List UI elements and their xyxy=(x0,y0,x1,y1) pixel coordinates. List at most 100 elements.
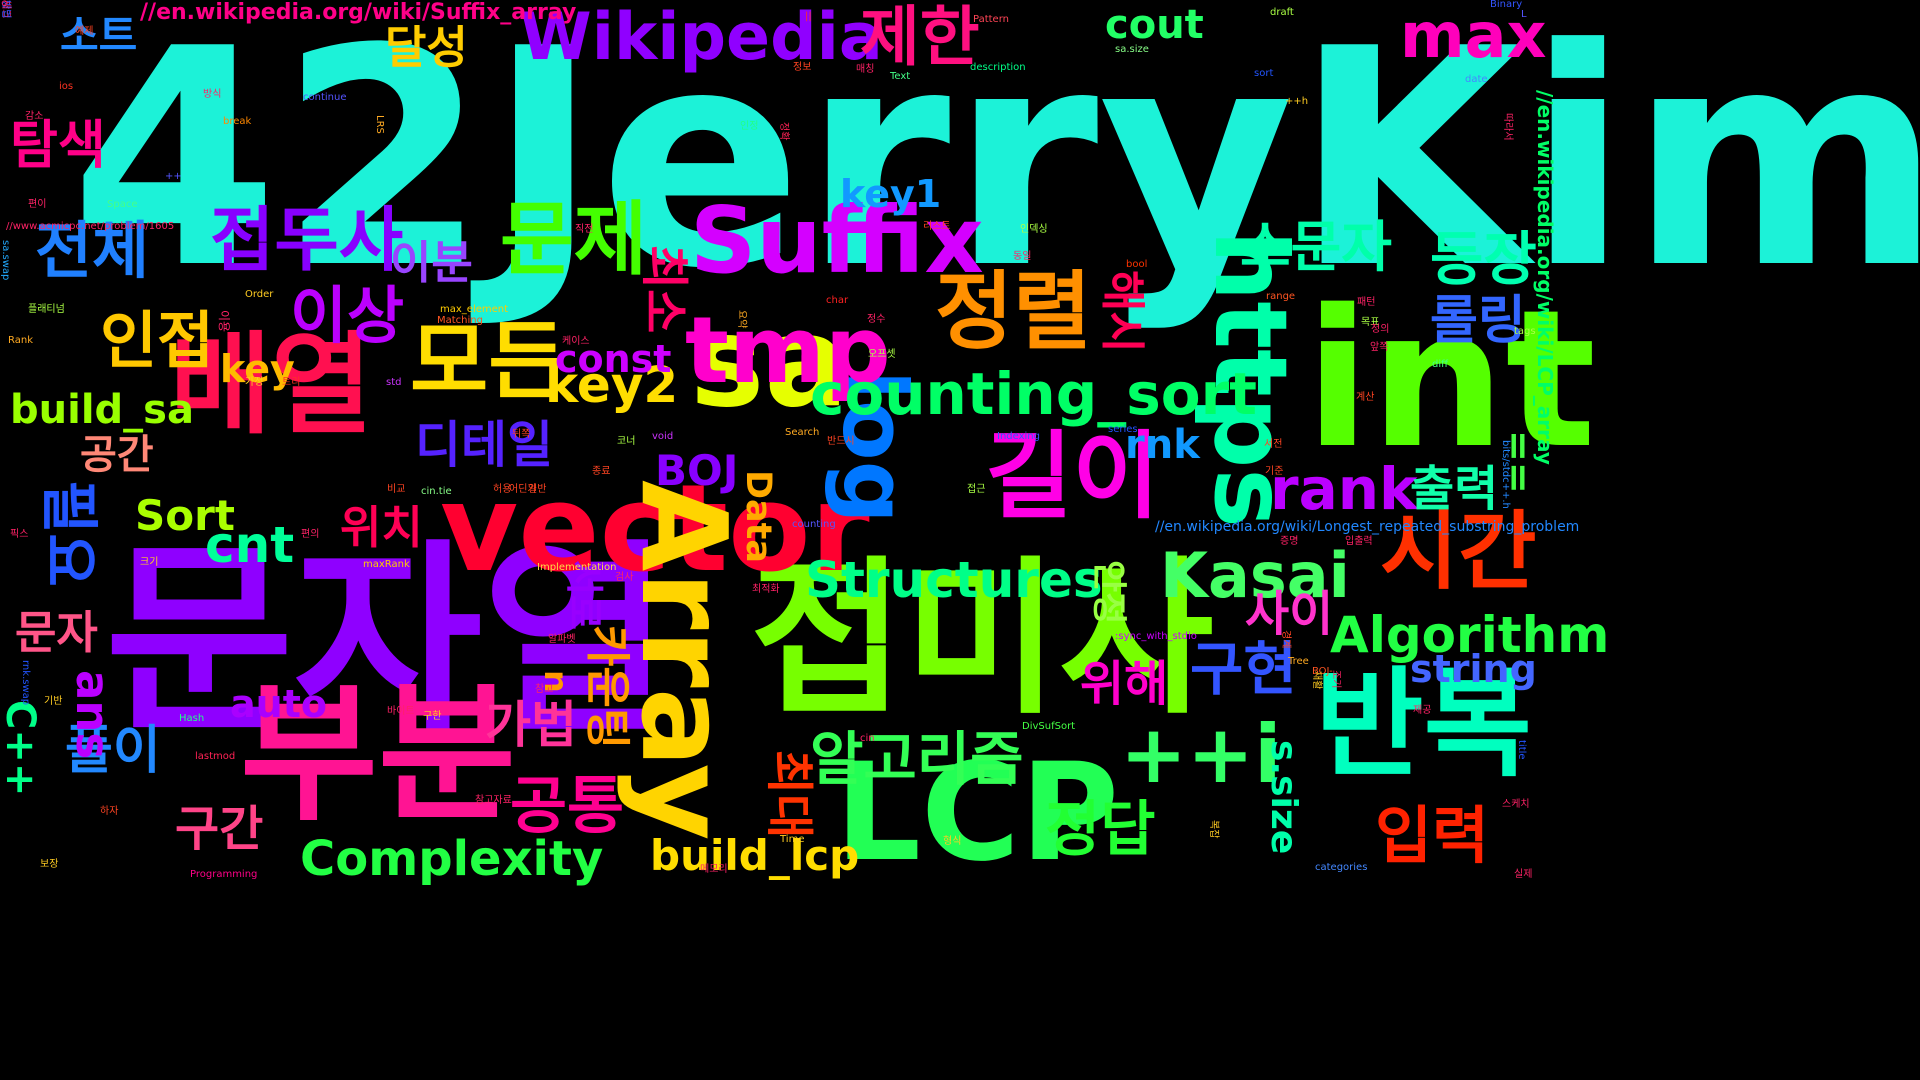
word: 접근 xyxy=(967,484,986,495)
word: std xyxy=(386,377,402,388)
word: 디테일 xyxy=(415,416,553,474)
word: LRS xyxy=(374,115,385,134)
word: 위치 xyxy=(340,501,423,554)
word: 반드시 xyxy=(827,436,855,447)
word: continue xyxy=(303,92,347,103)
word: 카운팅 xyxy=(581,625,634,750)
word: || xyxy=(805,11,812,22)
word: 앞쪽 xyxy=(1370,342,1389,353)
word: 트리 xyxy=(282,377,301,388)
word: Implementation xyxy=(537,562,617,573)
word: BOJ xyxy=(655,446,739,495)
word: 정의 xyxy=(1371,324,1390,335)
word: 모든 xyxy=(410,313,567,412)
word: Sort xyxy=(135,491,235,540)
word: Algorithm xyxy=(1330,606,1610,664)
word: 42JerryKim xyxy=(70,0,1920,334)
word: 문제 xyxy=(500,193,648,286)
word: 편이 xyxy=(28,199,47,210)
word: 오프셋 xyxy=(868,349,896,360)
word: 문자열 xyxy=(105,523,671,761)
word: DivSufSort xyxy=(1022,721,1076,732)
word: sa.size xyxy=(1115,44,1149,55)
word: key1 xyxy=(840,172,942,216)
word: draft xyxy=(1270,7,1294,18)
word: 최소 xyxy=(636,245,692,334)
word: 참고 xyxy=(535,684,554,695)
word: 바이트 xyxy=(387,706,415,717)
word: const xyxy=(555,337,672,381)
word: Programming xyxy=(190,869,258,880)
word: 문자 xyxy=(15,606,98,659)
word: 픽스 xyxy=(10,529,29,540)
word: Text xyxy=(890,71,911,82)
word: 최적화 xyxy=(752,584,780,595)
word: 반복 xyxy=(1315,655,1533,793)
word: 패턴 xyxy=(1357,297,1376,308)
word: 편의 xyxy=(301,529,320,540)
word: 해시 xyxy=(1096,270,1149,353)
word: 소문자 xyxy=(1240,215,1392,279)
word: ㅇ xyxy=(0,0,10,10)
word: ++ xyxy=(165,171,182,182)
word: //www.acmicpc.net/problem/1605 xyxy=(6,221,175,232)
word: build_lcp xyxy=(650,831,860,880)
word: date xyxy=(1465,74,1488,85)
word: maxRank xyxy=(363,559,410,570)
word: Hash xyxy=(179,713,205,724)
word: 목표 xyxy=(1361,317,1380,328)
word: 요약 xyxy=(736,310,747,329)
word: max_element xyxy=(440,304,509,315)
word: Binary xyxy=(1490,0,1523,10)
word: 형식 xyxy=(943,836,962,847)
word: tags xyxy=(1514,326,1536,337)
word: 롤링 xyxy=(1430,291,1526,351)
word: 기준 xyxy=(1265,466,1284,477)
word: 정수 xyxy=(867,314,886,325)
word: 공통 xyxy=(510,769,625,842)
word: 매칭 xyxy=(856,64,875,75)
word: cin.tie xyxy=(421,486,452,497)
word: 알파벳 xyxy=(548,634,576,645)
word: 제공 xyxy=(1413,705,1432,716)
word: 동일 xyxy=(1013,251,1032,262)
word: 위해 xyxy=(1080,656,1169,712)
word: Order xyxy=(245,289,274,300)
word: 입출력 xyxy=(1345,536,1373,547)
word: max xyxy=(1400,0,1547,72)
word: rnk xyxy=(1125,422,1200,468)
word: 가법 xyxy=(485,696,577,754)
word: L xyxy=(1521,9,1527,20)
word: s.size xyxy=(1263,740,1304,855)
word: sort xyxy=(1254,68,1274,79)
word: LCP xyxy=(835,734,1120,891)
word: 필요 xyxy=(35,480,103,587)
word: 계산 xyxy=(1356,392,1375,403)
word: 풀이 xyxy=(65,721,161,781)
word: 뒤쪽 xyxy=(512,429,531,440)
word: //en.wikipedia.org/wiki/Suffix_array xyxy=(140,0,577,25)
word: 일반 xyxy=(528,484,547,495)
word: ++h xyxy=(1285,96,1309,107)
word: 소트 xyxy=(60,11,138,60)
word: 구현 xyxy=(1190,635,1297,703)
word: lastmod xyxy=(195,751,236,762)
word: 등장 xyxy=(1430,225,1537,293)
word: counting xyxy=(792,519,836,530)
word: :sync_with_stdio xyxy=(1115,631,1197,642)
word: break xyxy=(223,116,252,127)
word: description xyxy=(970,62,1026,73)
word: 전체 xyxy=(35,214,150,287)
word: Time xyxy=(780,834,805,845)
word: 예제 xyxy=(75,26,94,37)
word: key xyxy=(220,347,295,391)
word: 스케치 xyxy=(1502,799,1530,810)
word: Kasai xyxy=(1160,539,1350,612)
word: Complexity xyxy=(300,831,604,887)
word: //en.wikipedia.org/wiki/LCP_array xyxy=(1533,90,1557,465)
word: //en.wikipedia.org/wiki/Longest_repeated… xyxy=(1155,519,1580,535)
word: C++ xyxy=(0,700,43,797)
word: 복잡 xyxy=(1208,820,1219,839)
word: 서전 xyxy=(1264,439,1283,450)
word: range xyxy=(1266,291,1296,302)
